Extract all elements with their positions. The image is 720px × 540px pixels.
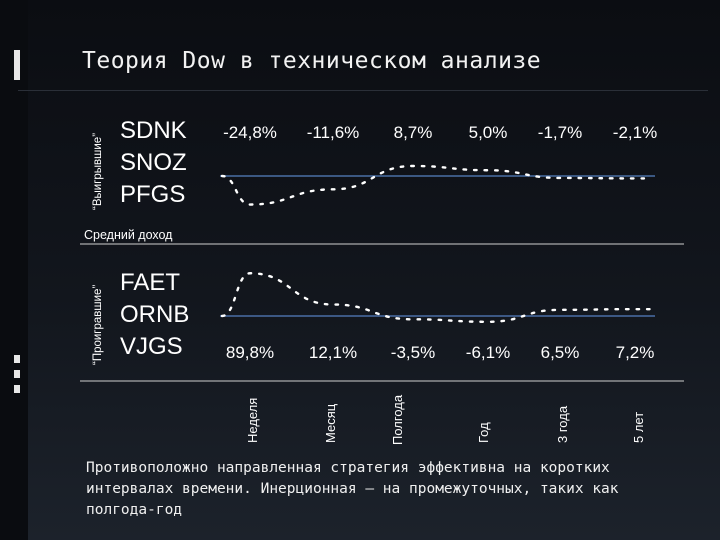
ticker-top-2: PFGS [120,181,185,208]
slide-caption: Противоположно направленная стратегия эф… [86,460,619,518]
x-label-3: Год [476,422,491,443]
ticker-bottom-2: VJGS [120,333,183,360]
top-value-label-4: -1,7% [538,123,582,142]
ticker-top-0: SDNK [120,117,187,144]
title-divider [18,90,708,91]
bottom-value-label-3: -6,1% [466,343,510,362]
slide-title: Теория Dow в техническом анализе [82,48,542,74]
top-value-label-0: -24,8% [223,123,277,142]
row-label-average-return: Средний доход [84,228,173,242]
bottom-value-label-4: 6,5% [541,343,580,362]
ticker-bottom-0: FAET [120,269,180,296]
x-label-1: Месяц [323,403,338,443]
group-label-losers: “Проигравшие” [92,285,104,365]
top-value-label-1: -11,6% [307,123,360,142]
x-label-5: 5 лет [631,412,646,443]
rail-accent-mid3 [14,385,20,393]
bottom-value-label-5: 7,2% [616,343,655,362]
ticker-bottom-1: ORNB [120,301,189,328]
bottom-value-label-0: 89,8% [226,343,274,362]
top-series-line [220,164,652,206]
bottom-value-label-1: 12,1% [309,343,357,362]
x-label-0: Неделя [245,398,260,443]
bottom-series-line [220,272,652,323]
ticker-top-1: SNOZ [120,149,187,176]
top-value-label-2: 8,7% [394,123,433,142]
top-value-label-3: 5,0% [469,123,508,142]
rail-accent-top [14,50,20,80]
top-value-label-5: -2,1% [613,123,657,142]
x-label-2: Полгода [390,394,405,445]
rail-accent-mid2 [14,370,20,378]
x-label-4: 3 года [555,405,570,443]
dow-chart: “Выигрывшие” SDNK SNOZ PFGS Средний дохо… [80,117,684,445]
bottom-value-label-2: -3,5% [391,343,435,362]
rail-accent-mid [14,355,20,363]
group-label-winners: “Выигрывшие” [92,133,104,210]
